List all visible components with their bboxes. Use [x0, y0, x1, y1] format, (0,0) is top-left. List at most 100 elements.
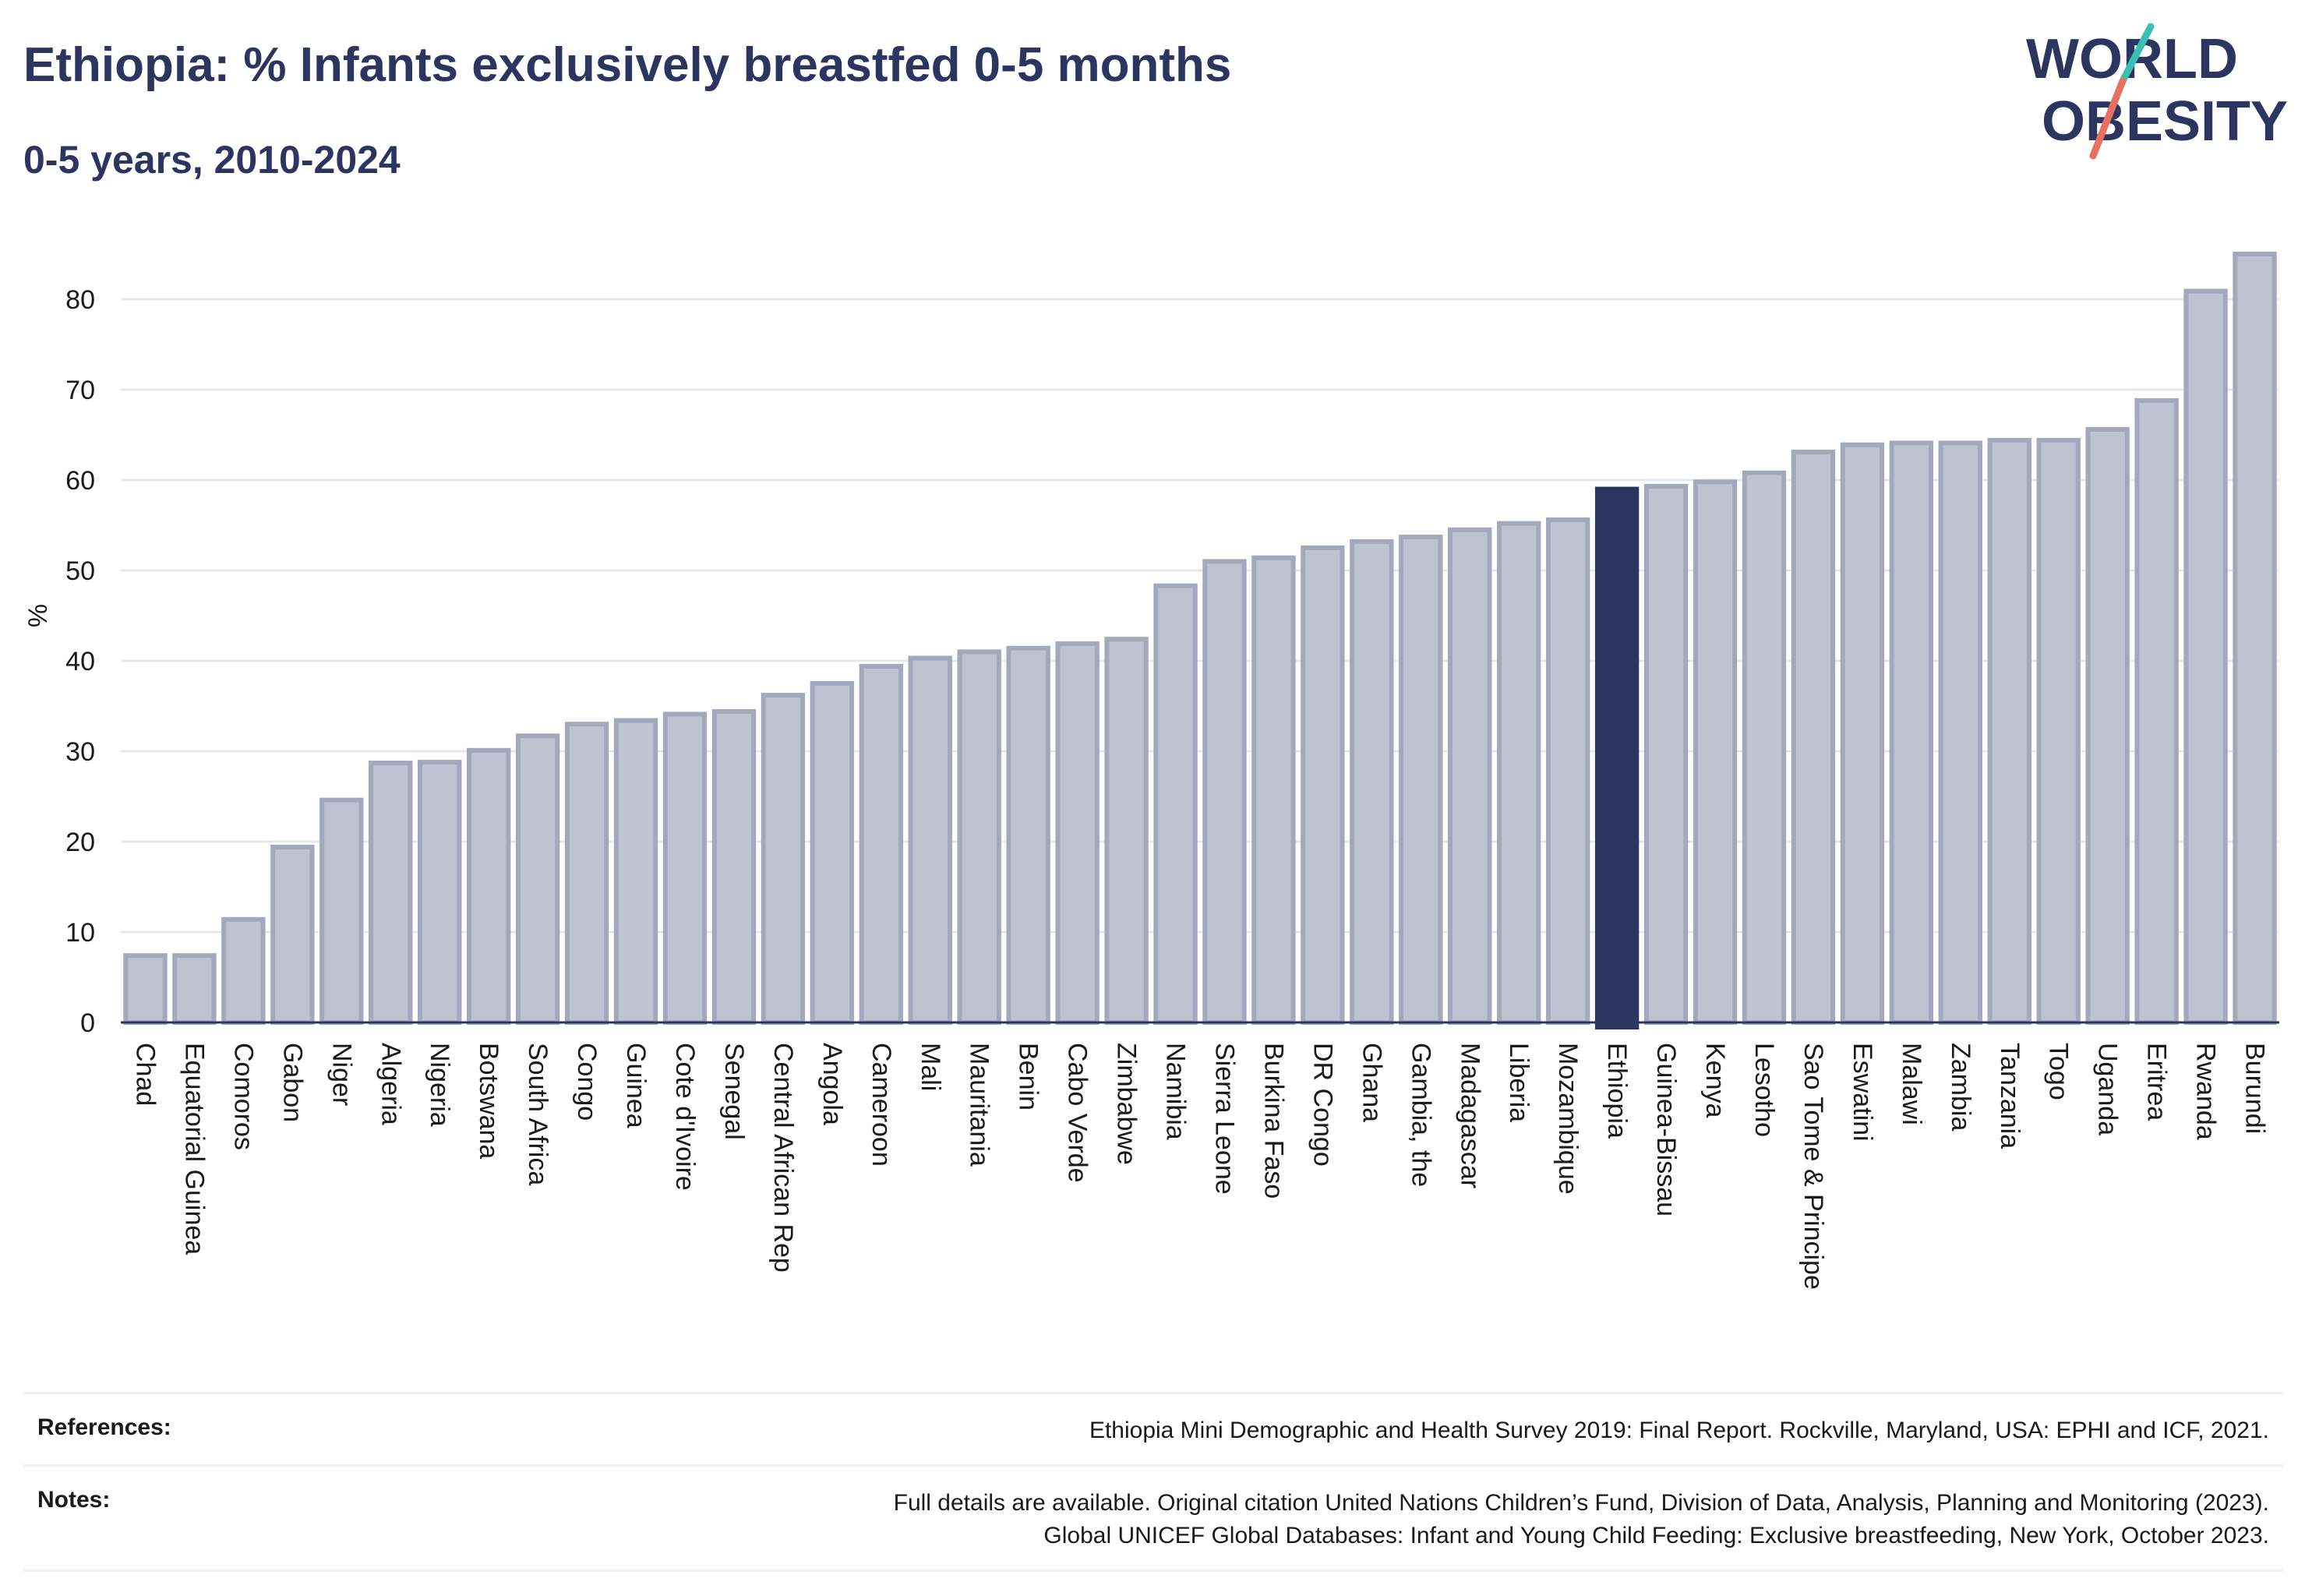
- bar-malawi: [1889, 440, 1934, 1025]
- x-category-label: Congo: [572, 1043, 602, 1121]
- x-category-label: Central African Rep: [768, 1043, 798, 1273]
- x-category-label: Comoros: [228, 1043, 258, 1150]
- x-category-label: Niger: [327, 1043, 356, 1106]
- x-category-label: Mozambique: [1553, 1043, 1583, 1195]
- y-tick-label: 50: [65, 556, 95, 586]
- logo-slash-bottom: [2089, 77, 2127, 160]
- notes-label: Notes:: [37, 1487, 111, 1513]
- x-axis-category-labels: Chad Equatorial Guinea Comoros Gabon Niger Al…: [130, 1043, 2269, 1290]
- x-category-label: Ghana: [1357, 1043, 1386, 1122]
- chart-footer: References: Ethiopia Mini Demographic an…: [23, 1392, 2283, 1572]
- x-category-label: Algeria: [376, 1043, 405, 1125]
- bar-kenya: [1693, 479, 1738, 1025]
- x-category-label: Tanzania: [1995, 1043, 2024, 1149]
- y-tick-label: 20: [65, 828, 95, 857]
- bar-zimbabwe: [1104, 637, 1149, 1025]
- y-tick-label: 30: [65, 737, 95, 767]
- notes-line-2: Global UNICEF Global Databases: Infant a…: [1043, 1523, 2269, 1548]
- bar-niger: [319, 797, 364, 1025]
- chart-title: Ethiopia: % Infants exclusively breastfe…: [23, 38, 1232, 92]
- x-category-label: Sierra Leone: [1209, 1043, 1239, 1195]
- y-axis-label: %: [23, 604, 53, 627]
- x-category-label: Zambia: [1946, 1043, 1975, 1131]
- references-line: Ethiopia Mini Demographic and Health Sur…: [1089, 1418, 2269, 1443]
- bar-mozambique: [1545, 517, 1590, 1025]
- x-category-label: Burundi: [2240, 1043, 2270, 1134]
- x-category-label: Togo: [2044, 1043, 2074, 1100]
- notes-row: Notes: Full details are available. Origi…: [23, 1464, 2283, 1572]
- bar-cameroon: [859, 663, 903, 1026]
- bar-nigeria: [418, 759, 462, 1025]
- bar-chad: [123, 953, 168, 1026]
- y-tick-label: 40: [65, 647, 95, 676]
- bar-eritrea: [2134, 397, 2179, 1025]
- bar-mauritania: [957, 649, 1001, 1026]
- bar-cote-d-ivoire: [662, 711, 708, 1025]
- x-category-label: DR Congo: [1308, 1043, 1337, 1167]
- references-row: References: Ethiopia Mini Demographic an…: [23, 1392, 2283, 1464]
- y-axis-ticks: 0 10 20 30 40 50 60 70 80: [65, 285, 95, 1038]
- logo-text-obesity: OBESITY: [2042, 90, 2288, 153]
- bar-gabon: [270, 844, 315, 1025]
- bar-sierra-leone: [1202, 559, 1247, 1025]
- bar-rwanda: [2183, 288, 2228, 1025]
- bar-uganda: [2085, 427, 2130, 1025]
- x-category-label: Gabon: [277, 1043, 307, 1122]
- x-category-label: Guinea-Bissau: [1651, 1043, 1681, 1216]
- x-category-label: Cameroon: [867, 1043, 896, 1167]
- bar-central-african-rep: [761, 693, 806, 1026]
- x-category-label: Rwanda: [2191, 1043, 2221, 1140]
- x-category-label: Eswatini: [1848, 1043, 1877, 1142]
- y-tick-label: 10: [65, 918, 95, 948]
- world-obesity-logo: WORLD OBESITY: [2026, 23, 2288, 160]
- bar-guinea: [613, 718, 658, 1025]
- bar-cabo-verde: [1055, 641, 1100, 1026]
- x-category-label: Senegal: [719, 1043, 749, 1140]
- references-label: References:: [37, 1414, 171, 1440]
- bar-angola: [810, 681, 855, 1025]
- bar-ghana: [1350, 538, 1394, 1025]
- x-category-label: Guinea: [621, 1043, 651, 1128]
- bar-zambia: [1938, 440, 1982, 1025]
- y-tick-label: 80: [65, 285, 95, 315]
- bar-eswatini: [1840, 442, 1885, 1025]
- bar-togo: [2036, 437, 2081, 1025]
- x-category-label: Mali: [916, 1043, 945, 1091]
- x-category-label: Angola: [817, 1043, 847, 1125]
- bar-liberia: [1497, 521, 1541, 1025]
- x-category-label: Cabo Verde: [1063, 1043, 1092, 1183]
- bar-madagascar: [1448, 527, 1492, 1025]
- bar-congo: [564, 722, 609, 1025]
- x-category-label: South Africa: [523, 1043, 552, 1185]
- bar-senegal: [711, 708, 757, 1026]
- bar-benin: [1006, 645, 1050, 1025]
- notes-line-1: Full details are available. Original cit…: [893, 1490, 2269, 1516]
- x-category-label: Madagascar: [1455, 1043, 1484, 1188]
- bar-botswana: [466, 747, 511, 1026]
- bar-chart: 0 10 20 30 40 50 60 70 80 % Chad Equatorial Guine…: [23, 252, 2279, 1290]
- bar-burundi: [2233, 252, 2277, 1025]
- x-category-label: Benin: [1014, 1043, 1043, 1110]
- bar-guinea-bissau: [1643, 484, 1689, 1025]
- y-tick-label: 60: [65, 466, 95, 496]
- notes-text: Full details are available. Original cit…: [894, 1487, 2269, 1552]
- bar-mali: [908, 655, 952, 1026]
- x-category-label: Namibia: [1161, 1043, 1191, 1140]
- x-category-label: Zimbabwe: [1112, 1043, 1142, 1165]
- chart-subtitle: 0-5 years, 2010-2024: [23, 138, 401, 182]
- x-category-label: Uganda: [2093, 1043, 2123, 1135]
- references-text: Ethiopia Mini Demographic and Health Sur…: [1089, 1414, 2269, 1447]
- bar-sao-tome-principe: [1791, 450, 1836, 1025]
- x-category-label: Sao Tome & Principe: [1798, 1043, 1828, 1290]
- x-category-label: Nigeria: [425, 1043, 454, 1127]
- bar-comoros: [221, 916, 266, 1026]
- y-tick-label: 70: [65, 376, 95, 405]
- x-category-label: Gambia, the: [1406, 1043, 1435, 1187]
- x-category-label: Eritrea: [2142, 1043, 2172, 1121]
- x-category-label: Mauritania: [965, 1043, 994, 1167]
- bar-equatorial-guinea: [172, 953, 217, 1026]
- x-category-label: Ethiopia: [1602, 1043, 1632, 1139]
- bar-namibia: [1153, 583, 1198, 1025]
- bar-tanzania: [1987, 437, 2031, 1025]
- x-category-label: Lesotho: [1749, 1043, 1779, 1137]
